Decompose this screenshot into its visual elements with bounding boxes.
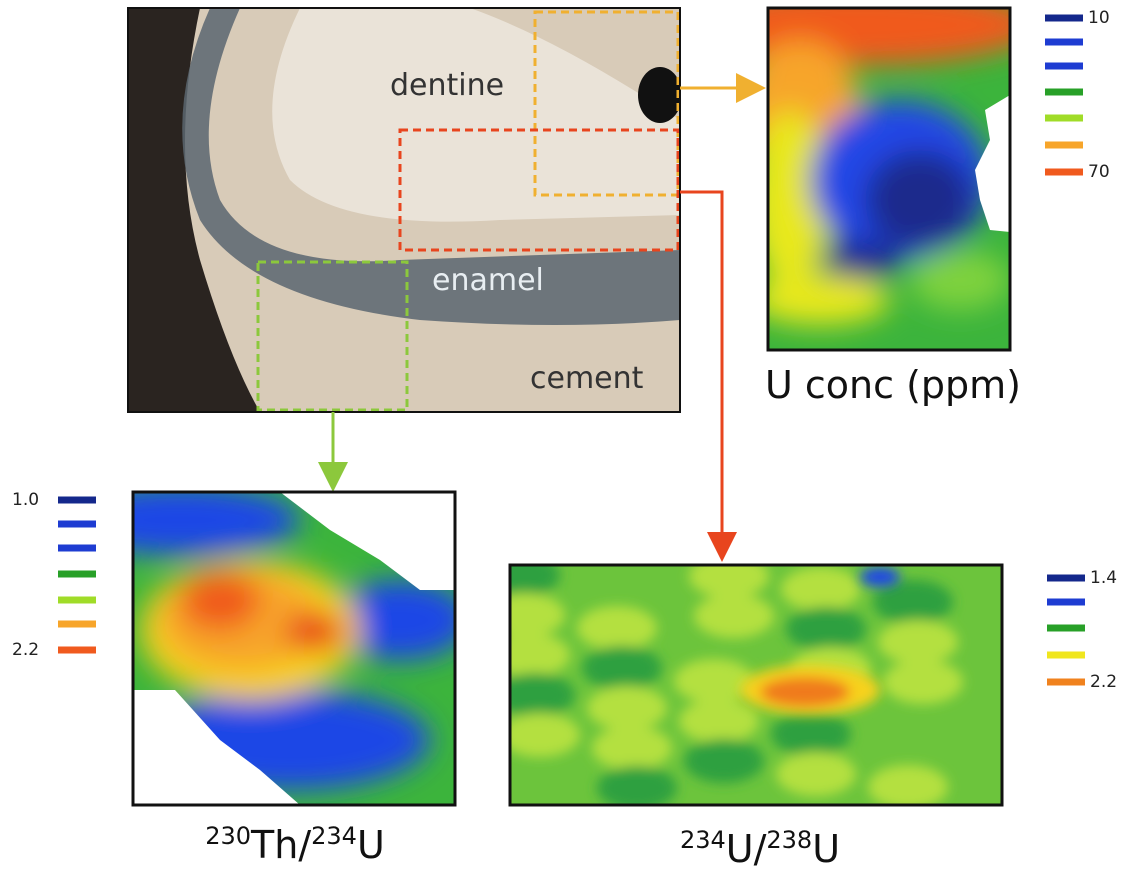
- color-blob: [500, 713, 580, 757]
- color-blob: [592, 726, 672, 770]
- color-blob: [910, 250, 1010, 310]
- color-blob: [180, 570, 260, 630]
- photo-label: enamel: [432, 263, 544, 298]
- heatmap-u-conc: [680, 0, 1040, 350]
- color-blob: [776, 752, 856, 796]
- legend-label: 10: [1088, 8, 1110, 28]
- legend-label: 2.2: [12, 640, 39, 660]
- tooth-photo: dentine enamel cement: [128, 8, 682, 412]
- panel-title: 230Th/234U: [205, 822, 385, 867]
- panel-title: U conc (ppm): [765, 363, 1021, 407]
- color-blob: [495, 673, 575, 717]
- color-blob: [771, 712, 851, 756]
- legend-label: 2.2: [1090, 672, 1117, 692]
- title-sup: 234: [311, 822, 357, 850]
- color-blob: [878, 620, 958, 664]
- color-blob: [285, 614, 345, 650]
- figure: dentine enamel cement 10 70 1.0 2.2 1.4 2.2 U…: [0, 0, 1141, 879]
- color-blob: [786, 607, 866, 651]
- arrow: [680, 192, 722, 556]
- color-blob: [865, 150, 975, 250]
- color-blob: [750, 275, 890, 325]
- title-sup: 230: [205, 822, 251, 850]
- color-blob: [781, 567, 861, 611]
- color-blob: [820, 240, 900, 280]
- color-blob: [883, 660, 963, 704]
- heatmap-u-u: [480, 553, 1002, 810]
- title-base: Th/: [250, 823, 311, 867]
- photo-hole: [638, 67, 682, 123]
- color-blob: [480, 553, 560, 597]
- panel-title: 234U/238U: [680, 826, 840, 871]
- title-base: U: [357, 823, 385, 867]
- title-sup: 238: [766, 826, 812, 854]
- color-blob: [760, 677, 850, 707]
- photo-label: dentine: [390, 68, 504, 103]
- color-blob: [490, 633, 570, 677]
- heatmap-th-u: [60, 485, 470, 805]
- color-blob: [674, 659, 754, 703]
- photo-label: cement: [530, 361, 644, 396]
- legend-label: 70: [1088, 162, 1110, 182]
- color-blob: [485, 593, 565, 637]
- color-blob: [597, 766, 677, 810]
- legend-label: 1.0: [12, 490, 39, 510]
- color-blob: [689, 554, 769, 598]
- title-base: U/: [726, 827, 767, 871]
- color-blob: [582, 646, 662, 690]
- color-blob: [684, 739, 764, 783]
- color-blob: [860, 567, 900, 587]
- title-base: U: [812, 827, 840, 871]
- color-blob: [577, 606, 657, 650]
- color-blob: [679, 699, 759, 743]
- legend-label: 1.4: [1090, 568, 1117, 588]
- color-blob: [587, 686, 667, 730]
- color-blob: [868, 765, 948, 809]
- title-sup: 234: [680, 826, 726, 854]
- color-blob: [694, 594, 774, 638]
